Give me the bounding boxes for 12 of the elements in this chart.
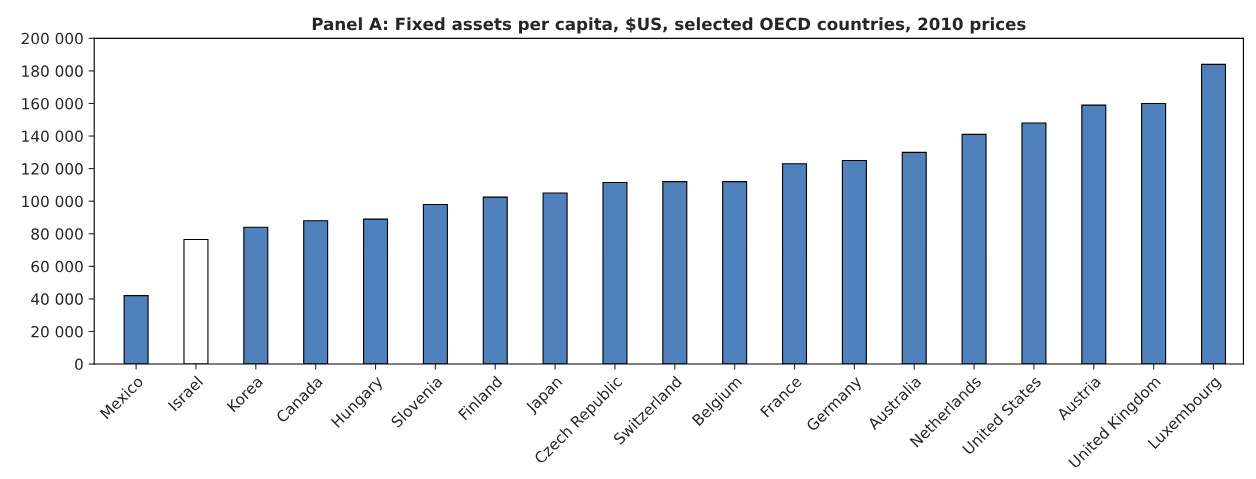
y-tick-label: 160 000 bbox=[22, 97, 83, 110]
y-tick-label: 120 000 bbox=[22, 163, 83, 175]
y-tick-label: 140 000 bbox=[22, 130, 83, 143]
y-tick-label: 80 000 bbox=[31, 228, 83, 240]
chart-title: Panel A: Fixed assets per capita, $US, selected OECD countries, 2010 prices bbox=[312, 17, 1026, 34]
y-tick-label: 40 000 bbox=[31, 293, 83, 305]
y-tick-label: 200 000 bbox=[21, 32, 83, 45]
y-tick-label: 20 000 bbox=[31, 325, 83, 338]
y-tick-label: 180 000 bbox=[22, 65, 83, 77]
y-tick-label: 60 000 bbox=[31, 260, 83, 273]
y-tick-label: 100 000 bbox=[22, 195, 83, 208]
y-tick-label: 0 bbox=[75, 358, 83, 371]
